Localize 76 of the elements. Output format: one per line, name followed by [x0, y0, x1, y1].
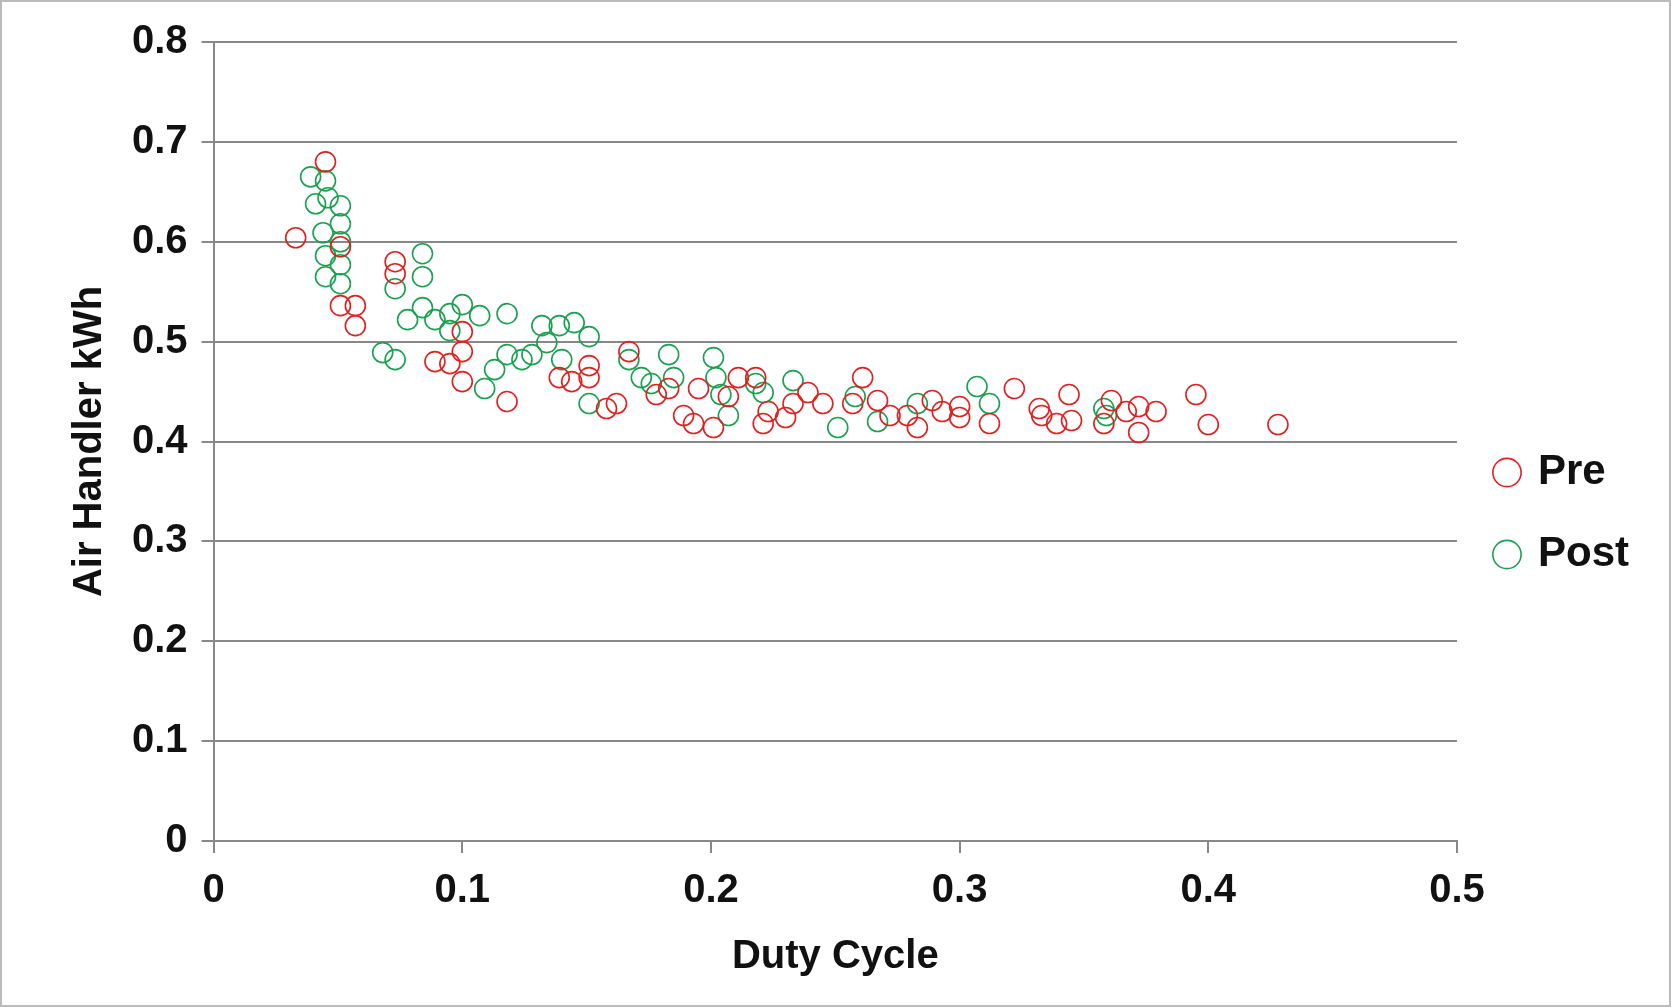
- point: [657, 343, 680, 366]
- y-axis-title: Air Handler kWh: [65, 285, 110, 598]
- point: [329, 195, 352, 217]
- point: [329, 212, 352, 235]
- point: [844, 385, 866, 408]
- point: [483, 358, 506, 381]
- point: [496, 302, 518, 325]
- point: [314, 265, 337, 288]
- point: [906, 392, 929, 415]
- point: [329, 230, 352, 253]
- x-tick-label: 0.1: [434, 866, 491, 911]
- point: [702, 346, 725, 369]
- point: [317, 187, 339, 209]
- point: [312, 221, 334, 244]
- point: [468, 304, 491, 327]
- point: [473, 377, 496, 400]
- point: [536, 331, 558, 354]
- x-tick-label: 0.2: [683, 866, 739, 911]
- point: [384, 348, 406, 371]
- point: [304, 193, 327, 215]
- point: [511, 348, 533, 371]
- point: [384, 277, 406, 300]
- x-tick-label: 0.3: [931, 866, 988, 911]
- point: [451, 293, 474, 316]
- y-tick-label: 0.5: [132, 316, 188, 361]
- x-axis-title: Duty Cycle: [731, 932, 939, 977]
- point: [371, 341, 394, 364]
- point: [618, 348, 640, 371]
- y-tick-label: 0.1: [132, 716, 188, 761]
- x-tick-label: 0.5: [1429, 866, 1485, 911]
- point: [496, 343, 518, 366]
- y-tick-label: 0: [165, 816, 188, 861]
- x-tick-label: 0.4: [1180, 866, 1237, 911]
- legend-label: Post: [1537, 528, 1630, 576]
- y-tick-label: 0.7: [132, 116, 188, 161]
- y-tick-label: 0.3: [132, 516, 188, 561]
- point: [314, 244, 337, 267]
- point: [411, 242, 434, 265]
- point: [705, 366, 727, 389]
- point: [1093, 397, 1115, 420]
- point: [563, 311, 585, 334]
- y-tick-label: 0.8: [132, 17, 188, 62]
- point: [548, 314, 571, 337]
- point: [966, 375, 988, 398]
- point: [411, 265, 434, 288]
- point: [826, 416, 849, 439]
- y-tick-label: 0.4: [132, 416, 189, 461]
- point: [578, 392, 600, 415]
- point: [630, 366, 653, 389]
- point: [314, 170, 337, 192]
- point: [550, 348, 573, 371]
- point: [1095, 404, 1118, 427]
- point: [439, 302, 461, 325]
- point: [866, 410, 889, 433]
- point: [329, 253, 352, 276]
- legend-label: Pre: [1537, 446, 1606, 494]
- x-tick-label: 0: [202, 866, 225, 911]
- point: [424, 308, 446, 331]
- point: [662, 366, 685, 389]
- point: [640, 372, 663, 395]
- point: [396, 308, 419, 331]
- y-tick-label: 0.2: [132, 616, 188, 661]
- point: [411, 296, 434, 319]
- point: [978, 392, 1001, 415]
- point: [782, 369, 804, 392]
- point: [439, 319, 461, 342]
- point: [578, 325, 600, 348]
- point: [752, 381, 774, 404]
- y-tick-label: 0.6: [132, 216, 188, 261]
- point: [531, 314, 553, 337]
- point: [299, 166, 322, 188]
- point: [329, 272, 352, 295]
- point: [710, 383, 732, 406]
- point: [717, 404, 740, 427]
- point: [521, 343, 543, 366]
- point: [744, 372, 767, 395]
